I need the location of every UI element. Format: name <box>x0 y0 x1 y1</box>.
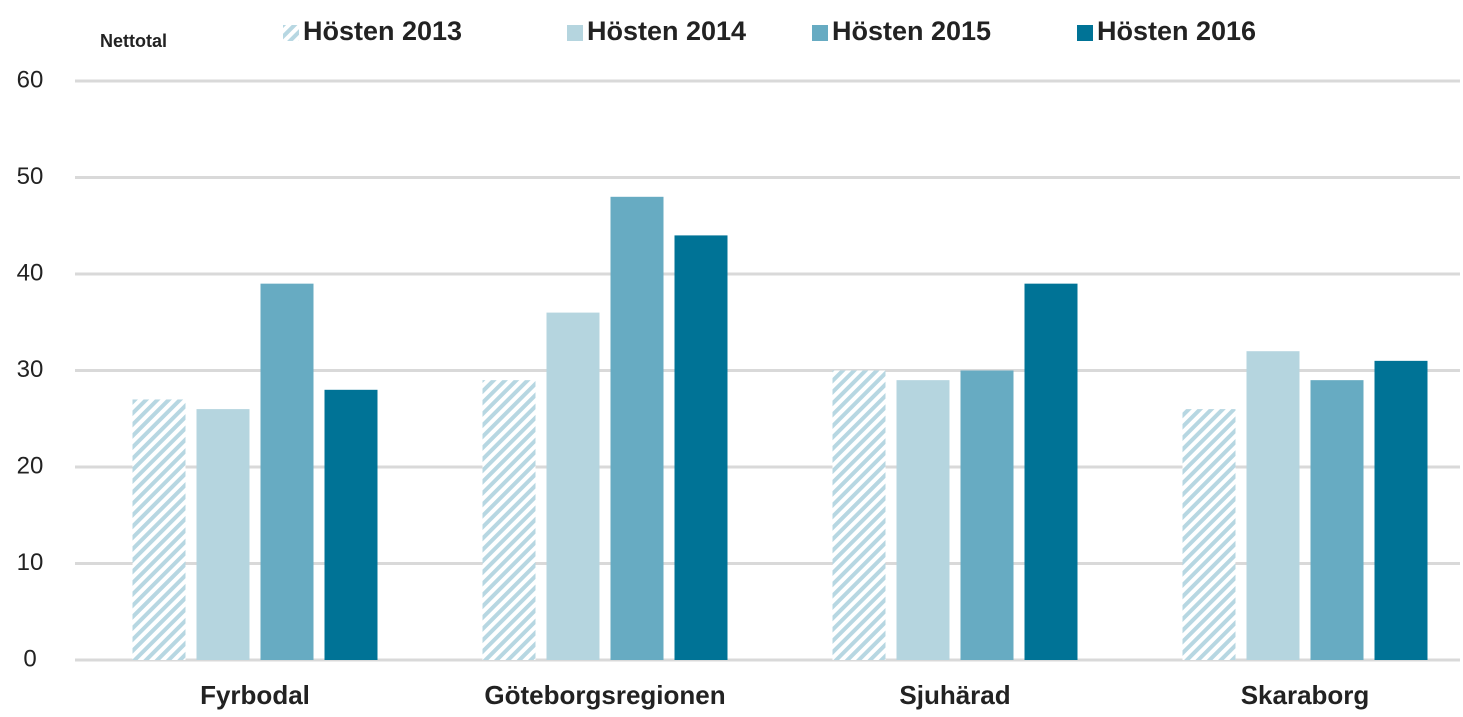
bar <box>1246 351 1300 660</box>
x-tick-label: Skaraborg <box>1241 680 1370 710</box>
legend-marker <box>567 25 583 41</box>
x-tick-label: Sjuhärad <box>899 680 1010 710</box>
bar <box>196 409 250 660</box>
bar <box>482 380 536 660</box>
legend-marker <box>812 25 828 41</box>
y-tick-label: 20 <box>17 452 44 479</box>
bar <box>260 283 314 660</box>
legend-label: Hösten 2015 <box>832 16 991 46</box>
y-tick-label: 30 <box>17 356 44 383</box>
bar <box>1374 360 1428 660</box>
bar <box>832 370 886 660</box>
bar <box>960 370 1014 660</box>
bar <box>132 399 186 660</box>
bar <box>674 235 728 660</box>
bar <box>1310 380 1364 660</box>
legend-label: Hösten 2013 <box>303 16 462 46</box>
legend-marker <box>283 25 299 41</box>
y-tick-label: 60 <box>17 66 44 93</box>
bar <box>896 380 950 660</box>
y-tick-label: 40 <box>17 259 44 286</box>
chart-title: Nettotal <box>100 31 167 51</box>
bar <box>610 196 664 661</box>
bar <box>546 312 600 660</box>
bar <box>324 389 378 660</box>
x-tick-label: Göteborgsregionen <box>484 680 725 710</box>
legend-label: Hösten 2016 <box>1097 16 1256 46</box>
legend-label: Hösten 2014 <box>587 16 746 46</box>
bar <box>1182 409 1236 660</box>
legend-marker <box>1077 25 1093 41</box>
y-tick-label: 50 <box>17 163 44 190</box>
y-tick-label: 0 <box>23 645 36 672</box>
x-tick-label: Fyrbodal <box>200 680 310 710</box>
bar <box>1024 283 1078 660</box>
y-tick-label: 10 <box>17 549 44 576</box>
